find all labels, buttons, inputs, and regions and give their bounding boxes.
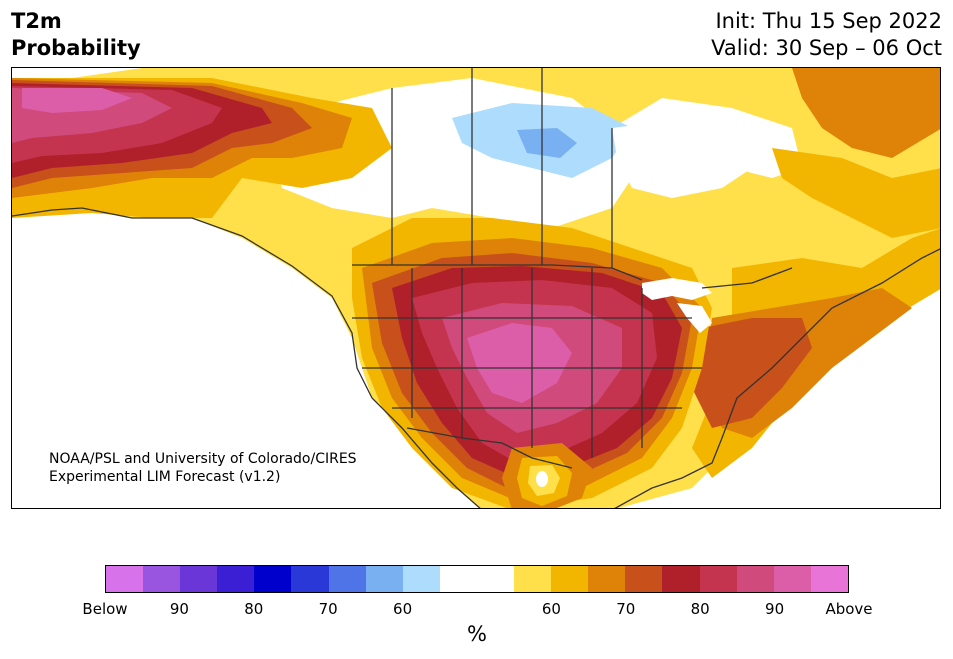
colorbar-cell — [810, 566, 848, 592]
colorbar-tick-label: 90 — [169, 600, 189, 618]
colorbar-cell — [180, 566, 218, 592]
colorbar-cell — [588, 566, 626, 592]
colorbar-cell — [699, 566, 737, 592]
map-canvas — [12, 68, 940, 508]
colorbar-cell — [476, 566, 515, 592]
colorbar-cell — [625, 566, 663, 592]
colorbar-cell — [365, 566, 403, 592]
colorbar-unit: % — [467, 622, 487, 646]
credit-text: NOAA/PSL and University of Colorado/CIRE… — [49, 450, 357, 486]
credit-line-1: NOAA/PSL and University of Colorado/CIRE… — [49, 451, 357, 467]
band-75-east — [692, 318, 812, 428]
colorbar-tick-label: 80 — [244, 600, 264, 618]
province-lines — [391, 68, 613, 268]
colorbar-cell — [514, 566, 552, 592]
colorbar-cell — [291, 566, 329, 592]
colorbar-tick-label: 70 — [318, 600, 338, 618]
band-65-labrador — [772, 148, 940, 238]
valid-range: Valid: 30 Sep – 06 Oct — [711, 36, 942, 60]
great-lakes — [642, 278, 712, 333]
colorbar-tick-label: 90 — [765, 600, 785, 618]
colorbar-cell — [328, 566, 366, 592]
colorbar-cell — [217, 566, 255, 592]
band-70-labrador — [792, 68, 940, 158]
below-70-area — [517, 128, 577, 158]
colorbar-cell — [551, 566, 589, 592]
us-mexico-border — [406, 427, 573, 469]
colorbar-cell — [254, 566, 292, 592]
forecast-dates: Init: Thu 15 Sep 2022 Valid: 30 Sep – 06… — [711, 8, 942, 62]
probability-map — [11, 67, 941, 509]
canada-us-border — [352, 264, 793, 289]
colorbar-cell — [662, 566, 700, 592]
colorbar-cell — [439, 566, 477, 592]
colorbar-cell — [773, 566, 811, 592]
band-above-us — [467, 323, 572, 403]
state-lines — [352, 268, 702, 458]
colorbar-tick-label: 60 — [541, 600, 561, 618]
coastline — [12, 207, 940, 508]
hudson-bay — [612, 118, 752, 198]
colorbar-tick-label: 60 — [393, 600, 413, 618]
credit-line-2: Experimental LIM Forecast (v1.2) — [49, 469, 281, 485]
colorbar-ticks: Below 90 80 70 60 60 70 80 90 Above — [0, 600, 953, 620]
colorbar-cell — [143, 566, 181, 592]
colorbar-cell — [106, 566, 144, 592]
colorbar-cell — [736, 566, 774, 592]
colorbar-cell — [402, 566, 440, 592]
init-date: Init: Thu 15 Sep 2022 — [715, 9, 942, 33]
neutral-mexico — [536, 471, 548, 487]
colorbar-tick-label: Below — [82, 600, 128, 618]
title-line-1: T2m — [11, 9, 62, 33]
colorbar — [105, 565, 849, 593]
colorbar-tick-label: 80 — [690, 600, 710, 618]
colorbar-tick-label: Above — [825, 600, 873, 618]
band-above-alaska — [22, 88, 132, 113]
title-line-2: Probability — [11, 36, 141, 60]
map-title: T2m Probability — [11, 8, 141, 62]
colorbar-tick-label: 70 — [616, 600, 636, 618]
